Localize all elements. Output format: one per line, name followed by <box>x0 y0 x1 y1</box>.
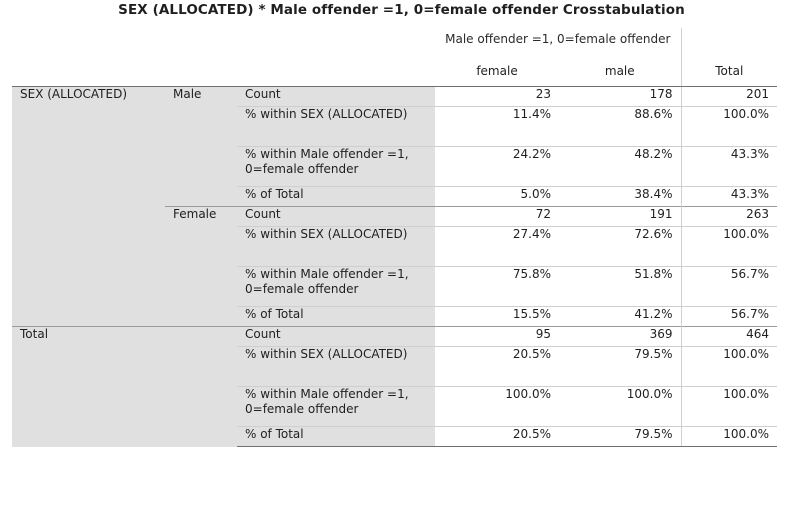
cell-value: 100.0% <box>559 386 682 427</box>
cell-value: 24.2% <box>435 146 560 187</box>
cell-value: 11.4% <box>435 106 560 147</box>
header-blank-total <box>680 28 778 64</box>
row-label-female: Female <box>165 206 237 327</box>
crosstab-table: Male offender =1, 0=female offender fema… <box>12 28 778 447</box>
cell-value: 43.3% <box>680 186 778 207</box>
cell-value: 56.7% <box>680 306 778 327</box>
cell-value: 43.3% <box>680 146 778 187</box>
row-label-male: Male <box>165 86 237 207</box>
cell-value: 201 <box>680 86 778 107</box>
cell-value: 23 <box>435 86 560 107</box>
cell-value: 464 <box>680 326 778 347</box>
cell-value: 95 <box>435 326 560 347</box>
cell-value: 100.0% <box>435 386 560 427</box>
cell-value: 100.0% <box>680 346 778 387</box>
column-header-female: female <box>435 64 560 87</box>
table-row: % within SEX (ALLOCATED) 20.5% 79.5% 100… <box>12 346 778 387</box>
row-label-total: Total <box>12 326 237 447</box>
cell-value: 191 <box>559 206 682 227</box>
cell-value: 100.0% <box>680 106 778 147</box>
stat-label: % within Male offender =1, 0=female offe… <box>237 266 436 307</box>
stat-label: Count <box>237 326 436 347</box>
stat-label: % within SEX (ALLOCATED) <box>237 346 436 387</box>
cell-value: 41.2% <box>559 306 682 327</box>
header-blank-2 <box>12 64 436 87</box>
table-row: % of Total 20.5% 79.5% 100.0% <box>12 426 778 447</box>
table-row: % within SEX (ALLOCATED) 11.4% 88.6% 100… <box>12 106 778 147</box>
header-row-columns: female male Total <box>12 64 778 87</box>
cell-value: 178 <box>559 86 682 107</box>
table-row: SEX (ALLOCATED) Male Count 23 178 201 <box>12 86 778 327</box>
cell-value: 20.5% <box>435 346 560 387</box>
table-row: % of Total 5.0% 38.4% 43.3% <box>12 186 778 207</box>
cell-value: 20.5% <box>435 426 560 447</box>
cell-value: 100.0% <box>680 386 778 427</box>
cell-value: 100.0% <box>680 226 778 267</box>
table-row: Total Count 95 369 464 <box>12 326 778 447</box>
cell-value: 72 <box>435 206 560 227</box>
header-blank <box>12 28 436 64</box>
cell-value: 79.5% <box>559 346 682 387</box>
stat-label: % of Total <box>237 426 436 447</box>
cell-value: 263 <box>680 206 778 227</box>
table-row: % within Male offender =1, 0=female offe… <box>12 266 778 307</box>
stat-label: % within Male offender =1, 0=female offe… <box>237 386 436 427</box>
column-group-header: Male offender =1, 0=female offender <box>435 28 682 64</box>
cell-value: 48.2% <box>559 146 682 187</box>
stat-label: Count <box>237 206 436 227</box>
cell-value: 75.8% <box>435 266 560 307</box>
table-row: Female Count 72 191 263 <box>12 206 778 327</box>
cell-value: 5.0% <box>435 186 560 207</box>
cell-value: 72.6% <box>559 226 682 267</box>
stat-label: % of Total <box>237 186 436 207</box>
cell-value: 369 <box>559 326 682 347</box>
cell-value: 56.7% <box>680 266 778 307</box>
column-header-male: male <box>559 64 682 87</box>
cell-value: 27.4% <box>435 226 560 267</box>
table-row: % within Male offender =1, 0=female offe… <box>12 386 778 427</box>
table-row: % within SEX (ALLOCATED) 27.4% 72.6% 100… <box>12 226 778 267</box>
header-row-group: Male offender =1, 0=female offender <box>12 28 778 64</box>
stat-label: Count <box>237 86 436 107</box>
cell-value: 79.5% <box>559 426 682 447</box>
column-header-total: Total <box>680 64 778 87</box>
cell-value: 100.0% <box>680 426 778 447</box>
stat-label: % within SEX (ALLOCATED) <box>237 226 436 267</box>
table-row: % within Male offender =1, 0=female offe… <box>12 146 778 187</box>
cell-value: 15.5% <box>435 306 560 327</box>
cell-value: 88.6% <box>559 106 682 147</box>
cell-value: 38.4% <box>559 186 682 207</box>
stat-label: % within SEX (ALLOCATED) <box>237 106 436 147</box>
stat-label: % within Male offender =1, 0=female offe… <box>237 146 436 187</box>
table-row: % of Total 15.5% 41.2% 56.7% <box>12 306 778 327</box>
table-title: SEX (ALLOCATED) * Male offender =1, 0=fe… <box>118 2 685 18</box>
row-variable-label: SEX (ALLOCATED) <box>12 86 165 327</box>
stat-label: % of Total <box>237 306 436 327</box>
cell-value: 51.8% <box>559 266 682 307</box>
